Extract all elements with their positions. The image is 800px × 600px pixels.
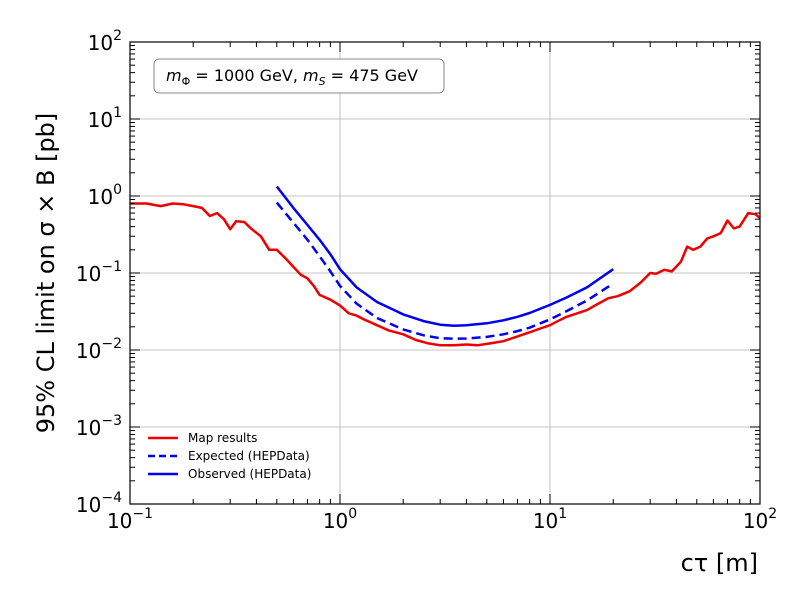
y-tick-label: 102 [88, 28, 122, 55]
y-tick-label: 10−4 [76, 490, 122, 517]
y-tick-label: 100 [88, 182, 122, 209]
x-tick-label: 10−1 [107, 506, 153, 533]
x-tick-labels: 10−1 100 101 102 [107, 506, 777, 533]
series-line-2 [275, 185, 614, 327]
grid-lines [130, 42, 760, 504]
plot-frame [129, 41, 761, 505]
y-tick-label: 10−1 [76, 259, 122, 286]
annotation-frame [153, 58, 445, 94]
y-tick-label: 101 [88, 105, 122, 132]
y-tick-label: 10−2 [76, 336, 122, 363]
axis-ticks [129, 42, 760, 505]
annotation-box: mΦ = 1000 GeV, mS = 475 GeV [153, 58, 445, 94]
x-tick-label: 101 [533, 506, 567, 533]
x-tick-label: 102 [743, 506, 777, 533]
x-tick-label: 100 [323, 506, 357, 533]
series-line-1 [275, 201, 614, 340]
legend-label: Map results [188, 431, 257, 445]
y-tick-label: 10−3 [76, 413, 122, 440]
y-axis-title: 95% CL limit on σ × B [pb] [32, 113, 60, 434]
series-line-0 [130, 202, 761, 347]
annotation-text: mΦ = 1000 GeV, mS = 475 GeV [166, 66, 418, 88]
y-tick-labels: 10−4 10−3 10−2 10−1 100 101 102 [76, 28, 122, 517]
legend: Map results Expected (HEPData) Observed (H… [148, 431, 311, 481]
series-lines [130, 185, 761, 347]
x-axis-title: cτ [m] [681, 549, 758, 577]
legend-label: Expected (HEPData) [188, 449, 310, 463]
legend-label: Observed (HEPData) [188, 467, 311, 481]
